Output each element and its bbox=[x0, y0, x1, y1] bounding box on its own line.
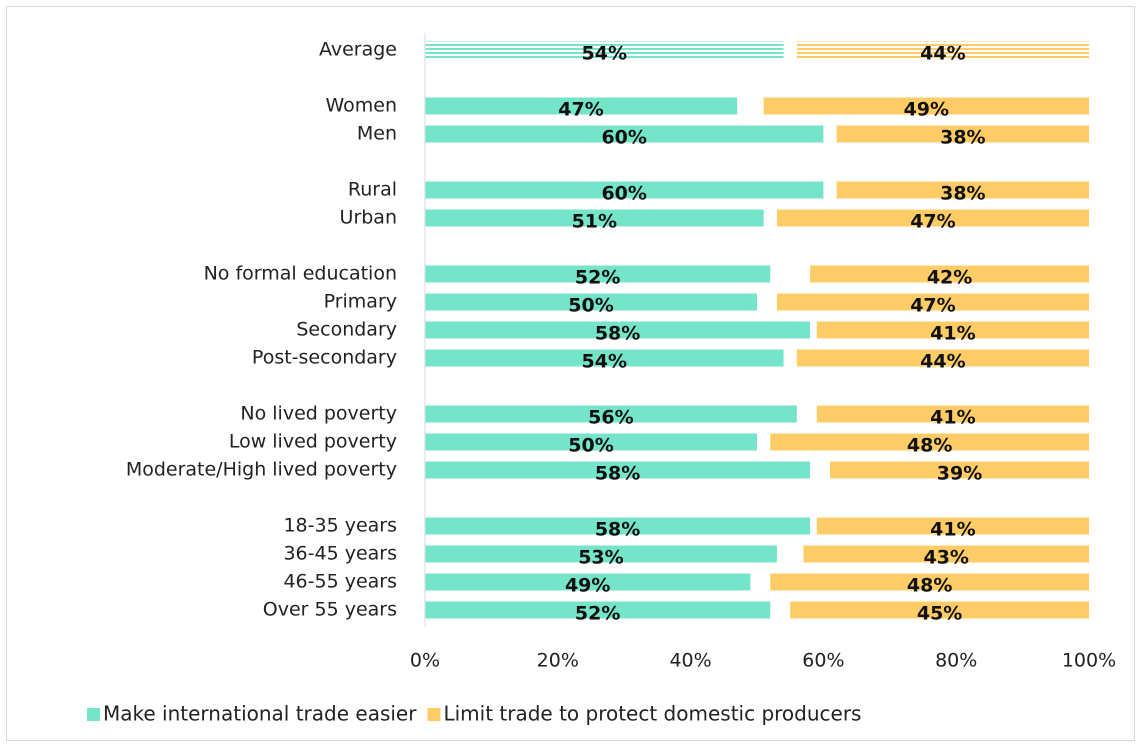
legend-label: Limit trade to protect domestic producer… bbox=[443, 702, 861, 726]
category-label: Urban bbox=[340, 207, 397, 229]
bar bbox=[830, 461, 1089, 479]
category-label: Over 55 years bbox=[263, 599, 397, 621]
value-label: 50% bbox=[568, 435, 613, 457]
value-label: 48% bbox=[907, 575, 952, 597]
bar bbox=[816, 517, 1089, 535]
category-label: Low lived poverty bbox=[229, 431, 397, 453]
bar bbox=[425, 461, 811, 479]
x-tick-label: 100% bbox=[1062, 650, 1116, 672]
value-label: 47% bbox=[910, 295, 955, 317]
value-label: 48% bbox=[907, 435, 952, 457]
value-label: 41% bbox=[930, 519, 975, 541]
value-label: 56% bbox=[588, 407, 633, 429]
bar bbox=[425, 265, 771, 283]
legend-swatch bbox=[427, 708, 441, 721]
legend-swatch bbox=[87, 708, 100, 721]
value-label: 58% bbox=[595, 463, 640, 485]
bar bbox=[425, 349, 784, 367]
category-label: Women bbox=[325, 95, 397, 117]
value-label: 38% bbox=[940, 183, 985, 205]
value-label: 41% bbox=[930, 407, 975, 429]
bar bbox=[425, 97, 738, 115]
bar bbox=[425, 209, 764, 227]
x-tick-label: 40% bbox=[669, 650, 711, 672]
value-label: 42% bbox=[927, 267, 972, 289]
bar bbox=[425, 433, 757, 451]
value-label: 47% bbox=[910, 211, 955, 233]
value-label: 41% bbox=[930, 323, 975, 345]
value-label: 60% bbox=[601, 183, 646, 205]
bar bbox=[425, 405, 797, 423]
bar bbox=[425, 293, 757, 311]
value-label: 44% bbox=[920, 351, 965, 373]
category-label: Rural bbox=[348, 179, 397, 201]
category-label: 36-45 years bbox=[283, 543, 397, 565]
category-label: 18-35 years bbox=[283, 515, 397, 537]
bar bbox=[776, 209, 1089, 227]
bar bbox=[763, 97, 1089, 115]
category-label: Moderate/High lived poverty bbox=[126, 459, 397, 481]
category-label: 46-55 years bbox=[283, 571, 397, 593]
bar bbox=[425, 517, 811, 535]
bar bbox=[425, 321, 811, 339]
value-label: 54% bbox=[582, 43, 627, 65]
category-label: Secondary bbox=[296, 319, 397, 341]
category-label: No formal education bbox=[204, 263, 397, 285]
category-label: Post-secondary bbox=[252, 347, 397, 369]
legend-label: Make international trade easier bbox=[103, 702, 417, 726]
value-label: 49% bbox=[904, 99, 949, 121]
x-tick-label: 60% bbox=[802, 650, 844, 672]
value-label: 38% bbox=[940, 127, 985, 149]
value-label: 39% bbox=[937, 463, 982, 485]
value-label: 60% bbox=[601, 127, 646, 149]
value-label: 50% bbox=[568, 295, 613, 317]
value-label: 58% bbox=[595, 519, 640, 541]
category-label: Primary bbox=[324, 291, 397, 313]
bar bbox=[770, 433, 1089, 451]
value-label: 52% bbox=[575, 603, 620, 625]
bar bbox=[796, 41, 1089, 59]
x-tick-label: 20% bbox=[537, 650, 579, 672]
bar bbox=[770, 573, 1089, 591]
value-label: 52% bbox=[575, 267, 620, 289]
bar bbox=[776, 293, 1089, 311]
bar bbox=[425, 41, 784, 59]
category-label: No lived poverty bbox=[240, 403, 397, 425]
value-label: 51% bbox=[572, 211, 617, 233]
bar bbox=[425, 545, 777, 563]
bar bbox=[836, 181, 1089, 199]
value-label: 54% bbox=[582, 351, 627, 373]
value-label: 53% bbox=[578, 547, 623, 569]
bar bbox=[796, 349, 1089, 367]
bar bbox=[425, 601, 771, 619]
value-label: 43% bbox=[923, 547, 968, 569]
bar bbox=[425, 125, 824, 143]
value-label: 44% bbox=[920, 43, 965, 65]
bar bbox=[803, 545, 1089, 563]
value-label: 47% bbox=[558, 99, 603, 121]
value-label: 45% bbox=[917, 603, 962, 625]
x-tick-label: 80% bbox=[935, 650, 977, 672]
bar bbox=[425, 573, 751, 591]
bar bbox=[425, 181, 824, 199]
bar bbox=[816, 405, 1089, 423]
bar bbox=[836, 125, 1089, 143]
category-label: Average bbox=[319, 39, 397, 61]
category-label: Men bbox=[357, 123, 397, 145]
value-label: 58% bbox=[595, 323, 640, 345]
x-tick-label: 0% bbox=[410, 650, 440, 672]
bar bbox=[810, 265, 1089, 283]
value-label: 49% bbox=[565, 575, 610, 597]
bar bbox=[790, 601, 1089, 619]
bar bbox=[816, 321, 1089, 339]
